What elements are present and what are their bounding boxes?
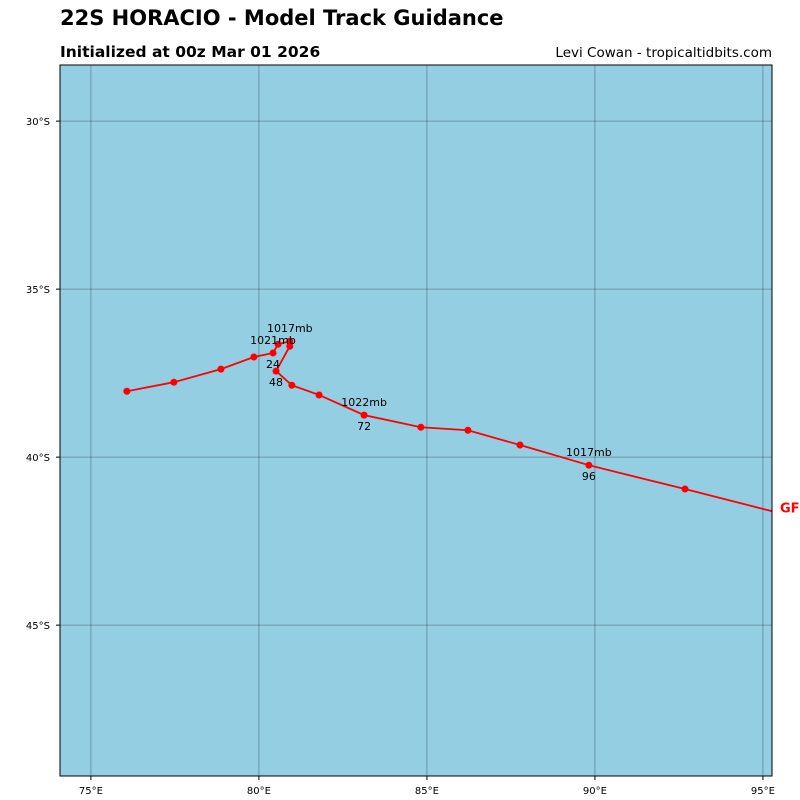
track-point [288, 381, 296, 389]
lon-tick-label: 90°E [583, 786, 607, 797]
model-label: GF [780, 502, 800, 517]
track-point [516, 441, 524, 449]
ocean-background [60, 65, 772, 776]
track-point [681, 485, 689, 493]
lat-tick-label: 40°S [26, 453, 50, 464]
track-point [286, 342, 294, 350]
track-point [217, 365, 225, 373]
track-point [585, 461, 593, 469]
lon-tick-label: 85°E [415, 786, 439, 797]
forecast-hour-label: 96 [582, 470, 596, 483]
track-labels: 1021mb 24 1017mb 48 1022mb 72 1017mb 96 GF [250, 322, 799, 516]
track-point [170, 378, 178, 386]
graticule [60, 65, 772, 776]
map-frame [59, 64, 773, 777]
pressure-label: 1017mb [267, 322, 313, 335]
page-title: 22S HORACIO - Model Track Guidance [60, 6, 504, 30]
lat-tick-label: 45°S [26, 621, 50, 632]
track-point [123, 387, 131, 395]
credit: Levi Cowan - tropicaltidbits.com [555, 45, 772, 61]
forecast-hour-label: 48 [269, 376, 283, 389]
init-subtitle: Initialized at 00z Mar 01 2026 [60, 43, 321, 61]
forecast-hour-label: 72 [357, 420, 371, 433]
lon-tick-label: 75°E [79, 786, 103, 797]
track-point [417, 423, 425, 431]
track-line-gf [126, 340, 772, 513]
track-point [269, 349, 277, 357]
lat-tick-label: 30°S [26, 117, 50, 128]
track-point [274, 340, 282, 348]
forecast-hour-label: 24 [266, 358, 280, 371]
pressure-label: 1021mb [250, 334, 296, 347]
track-point [315, 391, 323, 399]
lon-tick-label: 95°E [751, 786, 775, 797]
axis-ticks: 75°E 80°E 85°E 90°E 95°E 30°S 35°S 40°S 45°S [26, 117, 775, 797]
lon-tick-label: 80°E [247, 786, 271, 797]
track-point [464, 426, 472, 434]
track-point [286, 337, 294, 345]
pressure-label: 1017mb [566, 446, 612, 459]
track-point [272, 367, 280, 375]
pressure-label: 1022mb [341, 396, 387, 409]
tracks [123, 337, 772, 513]
track-point [250, 353, 258, 361]
lat-tick-label: 35°S [26, 285, 50, 296]
track-point [360, 411, 368, 419]
